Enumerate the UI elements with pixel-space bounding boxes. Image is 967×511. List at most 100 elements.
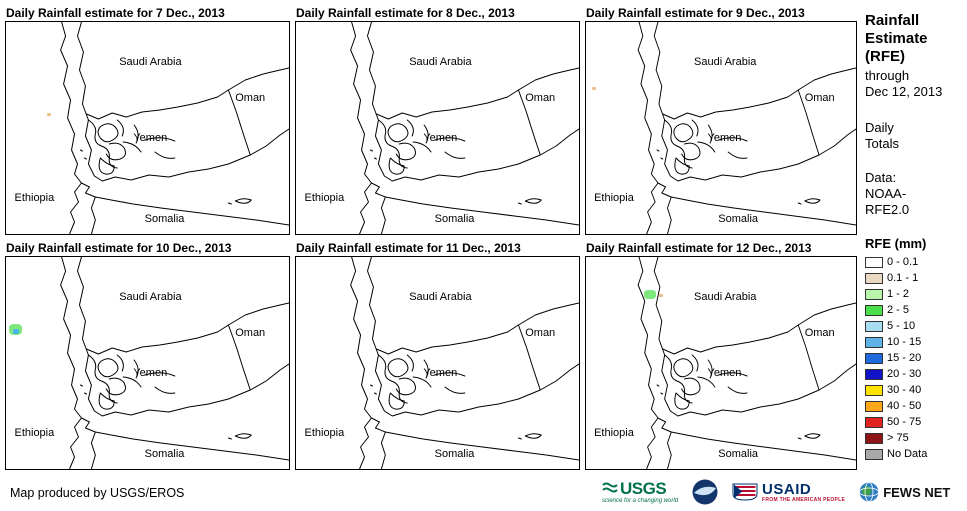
legend-swatch <box>865 288 883 300</box>
map-label-saudi-arabia: Saudi Arabia <box>694 55 757 68</box>
legend-row: 15 - 20 <box>865 352 965 364</box>
legend-swatch <box>865 352 883 364</box>
legend-row: 2 - 5 <box>865 304 965 316</box>
map-panel-10dec: Daily Rainfall estimate for 10 Dec., 201… <box>5 239 290 470</box>
noaa-emblem-icon <box>692 479 718 505</box>
legend-swatch <box>865 448 883 460</box>
sidebar-data-source: Data: NOAA- RFE2.0 <box>865 170 910 217</box>
panel-title: Daily Rainfall estimate for 8 Dec., 2013 <box>296 6 515 20</box>
legend-row: 40 - 50 <box>865 400 965 412</box>
sidebar-daily-totals: Daily Totals <box>865 120 899 151</box>
legend-title: RFE (mm) <box>865 236 927 251</box>
footer-logos: USGS science for a changing world USAID <box>602 477 950 507</box>
map-label-oman: Oman <box>525 91 556 104</box>
map-label-oman: Oman <box>235 91 266 104</box>
map-label-saudi-arabia: Saudi Arabia <box>409 55 472 68</box>
legend-swatch <box>865 320 883 332</box>
legend-row: 5 - 10 <box>865 320 965 332</box>
panel-title: Daily Rainfall estimate for 7 Dec., 2013 <box>6 6 225 20</box>
map-label-somalia: Somalia <box>434 447 475 460</box>
map-label-yemen: Yemen <box>423 132 458 145</box>
map-label-oman: Oman <box>235 326 266 339</box>
usgs-wave-icon <box>602 482 618 492</box>
legend-swatch <box>865 384 883 396</box>
panel-title: Daily Rainfall estimate for 11 Dec., 201… <box>296 241 521 255</box>
panel-title: Daily Rainfall estimate for 9 Dec., 2013 <box>586 6 805 20</box>
map-panel-7dec: Daily Rainfall estimate for 7 Dec., 2013… <box>5 4 290 235</box>
map-area: Saudi Arabia Oman Yemen Ethiopia Somalia <box>295 21 580 235</box>
fewsnet-globe-icon <box>859 482 880 502</box>
legend-row: 20 - 30 <box>865 368 965 380</box>
map-area: Saudi Arabia Oman Yemen Ethiopia Somalia <box>585 256 857 470</box>
map-label-ethiopia: Ethiopia <box>594 191 634 204</box>
legend-label: 2 - 5 <box>887 303 910 316</box>
rain-spot <box>46 113 51 117</box>
usaid-tagline: FROM THE AMERICAN PEOPLE <box>762 496 846 503</box>
map-label-yemen: Yemen <box>133 367 168 380</box>
legend-label: 30 - 40 <box>887 383 922 396</box>
map-label-oman: Oman <box>804 326 835 339</box>
legend-row: No Data <box>865 448 965 460</box>
map-label-somalia: Somalia <box>434 212 475 225</box>
map-label-saudi-arabia: Saudi Arabia <box>694 290 757 303</box>
fewsnet-logo-text: FEWS NET <box>883 484 951 500</box>
map-panel-12dec: Daily Rainfall estimate for 12 Dec., 201… <box>585 239 857 470</box>
map-panel-8dec: Daily Rainfall estimate for 8 Dec., 2013… <box>295 4 580 235</box>
map-label-yemen: Yemen <box>423 367 458 380</box>
legend-label: No Data <box>887 447 928 460</box>
rain-spot <box>658 293 663 297</box>
legend-label: 1 - 2 <box>887 287 910 300</box>
legend-row: > 75 <box>865 432 965 444</box>
map-label-yemen: Yemen <box>707 132 742 145</box>
panel-title: Daily Rainfall estimate for 10 Dec., 201… <box>6 241 232 255</box>
map-label-saudi-arabia: Saudi Arabia <box>119 55 182 68</box>
rain-spot <box>644 290 657 300</box>
map-label-yemen: Yemen <box>707 367 742 380</box>
legend-swatch <box>865 336 883 348</box>
legend-row: 1 - 2 <box>865 288 965 300</box>
map-area: Saudi Arabia Oman Yemen Ethiopia Somalia <box>5 256 290 470</box>
legend-swatch <box>865 432 883 444</box>
legend-label: 0.1 - 1 <box>887 271 919 284</box>
map-label-ethiopia: Ethiopia <box>594 426 634 439</box>
legend-row: 0 - 0.1 <box>865 256 965 268</box>
sidebar-title: Rainfall Estimate (RFE) <box>865 12 928 65</box>
legend-row: 10 - 15 <box>865 336 965 348</box>
map-label-saudi-arabia: Saudi Arabia <box>409 290 472 303</box>
map-panel-11dec: Daily Rainfall estimate for 11 Dec., 201… <box>295 239 580 470</box>
map-area: Saudi Arabia Oman Yemen Ethiopia Somalia <box>5 21 290 235</box>
legend-label: 5 - 10 <box>887 319 916 332</box>
legend-swatch <box>865 416 883 428</box>
legend-row: 30 - 40 <box>865 384 965 396</box>
usaid-logo-text: USAID <box>762 480 812 498</box>
legend-label: 50 - 75 <box>887 415 922 428</box>
map-label-somalia: Somalia <box>144 447 185 460</box>
map-label-ethiopia: Ethiopia <box>304 426 345 439</box>
rain-spot <box>591 86 596 90</box>
legend: 0 - 0.1 0.1 - 1 1 - 2 2 - 5 5 - 10 10 - 15 15 … <box>865 256 965 460</box>
sidebar: Rainfall Estimate (RFE) through Dec 12, … <box>862 0 967 511</box>
rain-spot <box>13 328 20 334</box>
legend-swatch <box>865 400 883 412</box>
map-label-somalia: Somalia <box>144 212 185 225</box>
map-area: Saudi Arabia Oman Yemen Ethiopia Somalia <box>295 256 580 470</box>
map-label-yemen: Yemen <box>133 132 168 145</box>
map-label-saudi-arabia: Saudi Arabia <box>119 290 182 303</box>
legend-label: 0 - 0.1 <box>887 255 919 268</box>
map-label-somalia: Somalia <box>718 212 759 225</box>
legend-row: 50 - 75 <box>865 416 965 428</box>
map-label-oman: Oman <box>804 91 835 104</box>
noaa-logo <box>692 479 718 505</box>
panel-title: Daily Rainfall estimate for 12 Dec., 201… <box>586 241 812 255</box>
legend-label: 20 - 30 <box>887 367 922 380</box>
usaid-flag-icon <box>732 483 758 501</box>
legend-label: 40 - 50 <box>887 399 922 412</box>
map-label-somalia: Somalia <box>718 447 759 460</box>
map-panel-9dec: Daily Rainfall estimate for 9 Dec., 2013… <box>585 4 857 235</box>
legend-row: 0.1 - 1 <box>865 272 965 284</box>
legend-swatch <box>865 368 883 380</box>
legend-label: 10 - 15 <box>887 335 922 348</box>
legend-label: > 75 <box>887 431 909 444</box>
legend-swatch <box>865 272 883 284</box>
sidebar-through-date: through Dec 12, 2013 <box>865 68 943 99</box>
